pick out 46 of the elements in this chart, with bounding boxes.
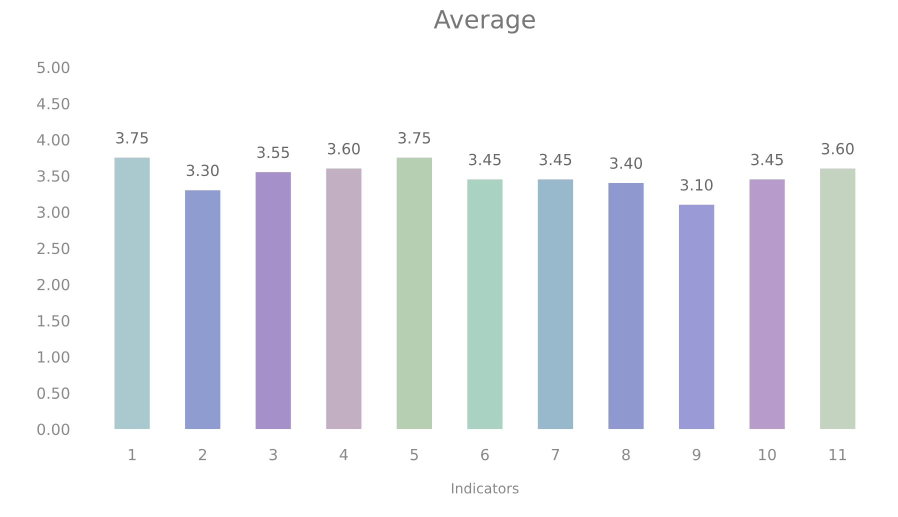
bar (396, 158, 432, 430)
x-tick-label: 1 (128, 449, 136, 460)
x-tick-label: 7 (552, 449, 560, 460)
x-tick-label: 9 (692, 448, 700, 460)
y-tick-label: 4.00 (37, 134, 70, 146)
bar (114, 158, 150, 430)
x-tick-label: 4 (340, 449, 348, 460)
x-tick-label: 2 (198, 448, 206, 460)
x-tick-label: 10 (759, 448, 776, 460)
data-label: 3.60 (822, 142, 854, 154)
bar (256, 172, 291, 430)
data-label: 3.40 (610, 157, 642, 169)
x-tick-label: 8 (622, 448, 630, 460)
data-label: 3.55 (257, 146, 289, 158)
y-tick-label: 2.00 (37, 278, 70, 290)
bar (467, 179, 503, 430)
data-label: 3.45 (751, 154, 783, 166)
bar (326, 168, 362, 430)
y-tick-label: 0.00 (37, 424, 70, 436)
bar (185, 190, 220, 430)
x-tick-label: 3 (270, 448, 277, 460)
y-tick-label: 1.50 (38, 315, 70, 327)
y-tick-label: 3.50 (38, 170, 70, 182)
data-label: 3.10 (680, 179, 713, 191)
chart-title: Average (434, 10, 535, 34)
bar (538, 179, 574, 430)
data-label: 3.75 (116, 132, 148, 144)
y-tick-label: 5.00 (38, 62, 70, 74)
y-tick-label: 2.50 (37, 242, 70, 254)
x-axis-title: Indicators (452, 482, 519, 494)
data-label: 3.60 (328, 142, 360, 154)
y-tick-label: 1.00 (38, 351, 70, 363)
bar (678, 204, 714, 430)
y-tick-label: 3.00 (38, 206, 70, 218)
bar (750, 179, 785, 430)
bar (820, 168, 856, 430)
x-tick-label: 5 (410, 449, 418, 460)
x-tick-label: 11 (830, 449, 846, 460)
data-label: 3.75 (398, 132, 430, 144)
data-label: 3.45 (540, 154, 572, 166)
y-tick-label: 0.50 (37, 387, 70, 399)
x-tick-label: 6 (481, 448, 489, 460)
data-label: 3.30 (186, 164, 219, 176)
y-tick-label: 4.50 (37, 98, 70, 110)
data-label: 3.45 (469, 154, 501, 166)
bar (608, 183, 644, 430)
